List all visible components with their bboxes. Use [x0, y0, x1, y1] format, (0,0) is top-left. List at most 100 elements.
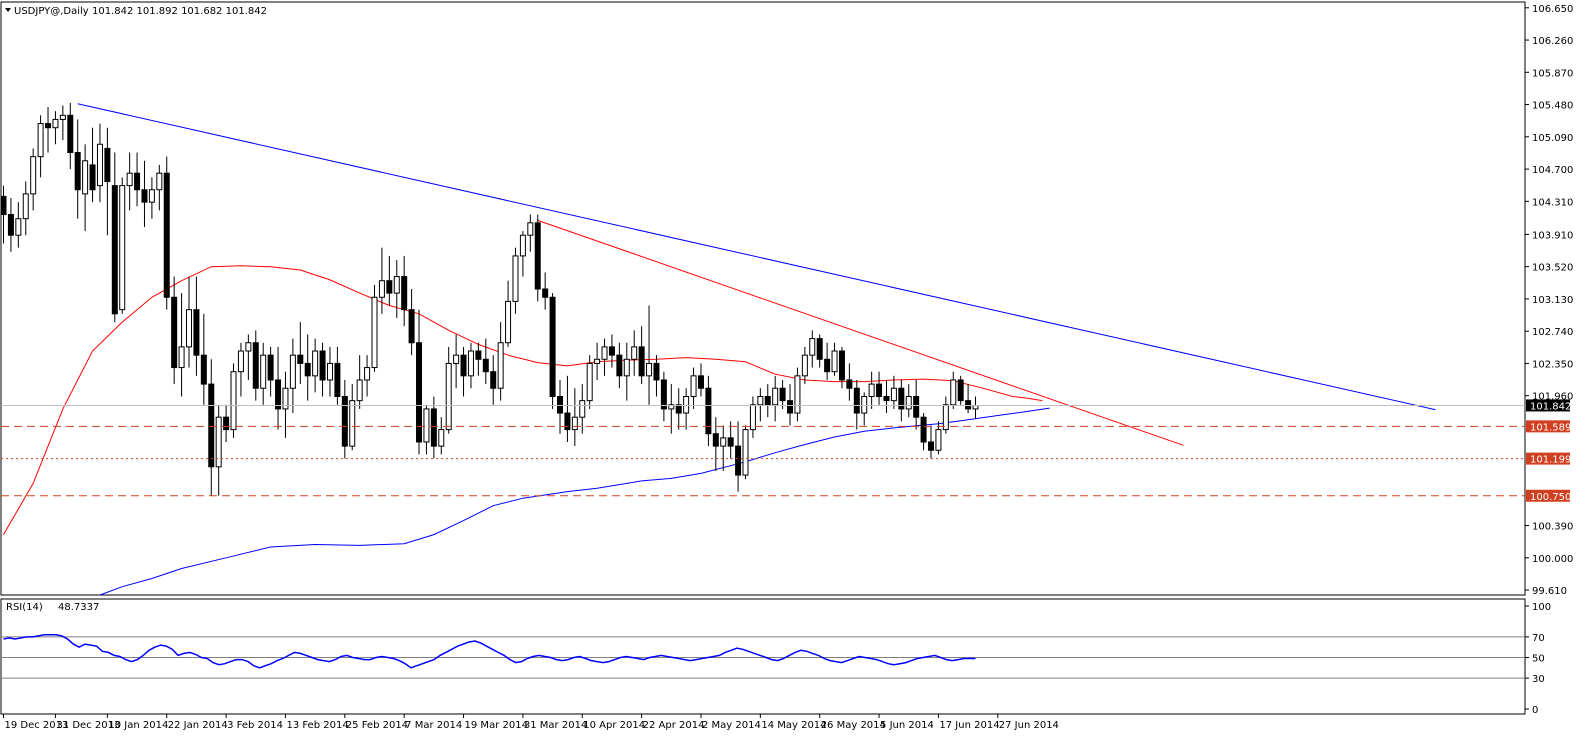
level-label-2: 100.750: [1530, 492, 1571, 503]
price-tick-label: 104.700: [1532, 165, 1573, 176]
candle: [631, 330, 638, 376]
candle: [616, 342, 623, 389]
candle: [467, 342, 474, 389]
candle: [853, 379, 860, 430]
candle-body: [163, 172, 170, 298]
candle-body: [453, 354, 460, 364]
candle: [416, 309, 423, 455]
candle: [319, 342, 326, 397]
candle-body: [497, 342, 504, 389]
candle-body: [275, 379, 282, 410]
price-tick-label: 106.650: [1532, 4, 1573, 15]
time-tick-label: 10 Apr 2014: [583, 720, 645, 731]
candle: [697, 363, 704, 397]
candle-body: [37, 123, 44, 158]
candle-body: [178, 346, 185, 369]
candle-body: [467, 350, 474, 377]
candle-body: [542, 288, 549, 298]
price-tick-label: 103.910: [1532, 230, 1573, 241]
candle-body: [156, 172, 163, 191]
candle: [712, 417, 719, 471]
candle: [683, 388, 690, 430]
time-tick-label: 10 Jan 2014: [108, 720, 168, 731]
level-label-1: 101.199: [1530, 455, 1571, 466]
time-tick-label: 31 Mar 2014: [524, 720, 587, 731]
candle-body: [119, 185, 126, 311]
candle-body: [557, 396, 563, 414]
candle-body: [838, 350, 845, 381]
candle-body: [423, 408, 430, 443]
candle: [252, 330, 259, 401]
candle-body: [646, 362, 653, 377]
rsi-panel: [0, 598, 1526, 715]
time-tick-label: 19 Mar 2014: [465, 720, 528, 731]
candle-body: [787, 400, 794, 414]
candle-body: [853, 387, 860, 414]
candle-layer: [0, 102, 979, 496]
candle: [653, 355, 660, 397]
candle-body: [96, 143, 103, 187]
candle: [705, 375, 712, 447]
candle-body: [942, 404, 949, 431]
candle-body: [59, 114, 66, 120]
candle-body: [334, 362, 341, 398]
candle-body: [512, 255, 519, 302]
rsi-tick-label: 70: [1532, 633, 1545, 644]
current-price-box: [1526, 399, 1570, 412]
candle-body: [905, 396, 912, 410]
blue-trendline: [77, 103, 1436, 411]
dropdown-triangle-icon[interactable]: [5, 8, 11, 12]
candle: [675, 388, 682, 430]
candle: [542, 272, 549, 310]
candle-body: [326, 362, 333, 381]
candle: [460, 346, 467, 397]
rsi-line: [3, 634, 976, 669]
candle: [67, 102, 74, 170]
candle: [557, 379, 563, 434]
candle-body: [764, 396, 771, 406]
candle: [148, 177, 155, 219]
candle-body: [965, 400, 972, 410]
candle-body: [378, 280, 385, 298]
candle: [223, 404, 230, 442]
candle: [883, 379, 890, 414]
candle: [171, 276, 178, 385]
rsi-value: 48.7337: [58, 602, 99, 613]
candle-body: [304, 362, 311, 377]
candle-body: [371, 296, 378, 369]
rsi-axis: 100 70 50 30 0: [1525, 602, 1551, 716]
candle: [438, 417, 445, 455]
candle-body: [742, 429, 749, 476]
candle: [386, 255, 393, 306]
candle-body: [579, 400, 586, 418]
candle: [965, 384, 972, 414]
time-tick-label: 7 Mar 2014: [405, 720, 462, 731]
candle-body: [215, 416, 222, 468]
candle-body: [868, 383, 875, 398]
candle-body: [0, 195, 7, 216]
current-price-label: 101.842: [1530, 401, 1571, 412]
candle-body: [779, 387, 786, 402]
time-tick-label: 27 Jun 2014: [999, 720, 1059, 731]
candle-body: [141, 189, 148, 203]
candle-body: [549, 296, 556, 398]
candle-body: [148, 189, 155, 203]
candle: [186, 276, 192, 368]
candle: [282, 371, 289, 438]
trendline-layer: [77, 103, 1436, 446]
candle: [304, 334, 311, 401]
candle-body: [801, 354, 808, 377]
candle-body: [438, 429, 445, 447]
candle-body: [200, 354, 207, 385]
candle: [141, 160, 148, 227]
candle-body: [653, 362, 660, 381]
candle: [512, 247, 519, 314]
candle: [52, 111, 59, 145]
time-tick-label: 22 Jan 2014: [168, 720, 228, 731]
candle-body: [223, 416, 230, 431]
candle-body: [82, 160, 89, 195]
candle-body: [890, 387, 897, 402]
candle: [326, 346, 333, 397]
